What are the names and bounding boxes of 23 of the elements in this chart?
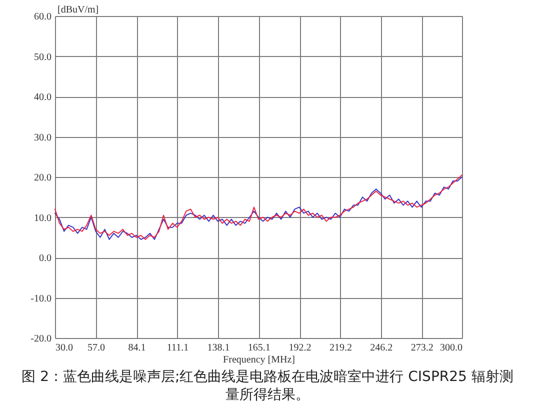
- x-tick-label: 219.2: [329, 342, 352, 354]
- x-axis-title: Frequency [MHz]: [223, 354, 295, 366]
- caption: 图 2：蓝色曲线是噪声层;红色曲线是电路板在电波暗室中进行 CISPR25 辐射测量所得结果。: [22, 369, 514, 403]
- x-tick-label: 165.1: [248, 342, 270, 354]
- y-axis-title: [dBuV/m]: [58, 4, 99, 16]
- y-tick-label: 10.0: [34, 212, 52, 224]
- y-tick-label: -20.0: [30, 334, 52, 344]
- x-tick-label: 138.1: [207, 342, 230, 354]
- x-tick-label: 84.1: [128, 342, 146, 354]
- y-tick-label: 40.0: [34, 92, 52, 103]
- y-tick-label: 0.0: [39, 253, 52, 264]
- y-tick-label: 20.0: [34, 172, 52, 184]
- y-tick-label: 30.0: [34, 132, 52, 144]
- x-tick-label: 246.2: [370, 342, 393, 354]
- y-tick-label: 60.0: [34, 12, 52, 22]
- x-tick-label: 57.0: [87, 342, 105, 354]
- x-tick-label: 300.0: [440, 342, 462, 354]
- y-tick-label: -10.0: [30, 293, 52, 304]
- x-tick-label: 111.1: [166, 342, 189, 354]
- x-tick-label: 273.2: [410, 342, 434, 354]
- y-tick-label: 50.0: [34, 52, 52, 63]
- x-tick-label: 192.2: [288, 342, 312, 354]
- x-tick-label: 30.0: [56, 342, 73, 354]
